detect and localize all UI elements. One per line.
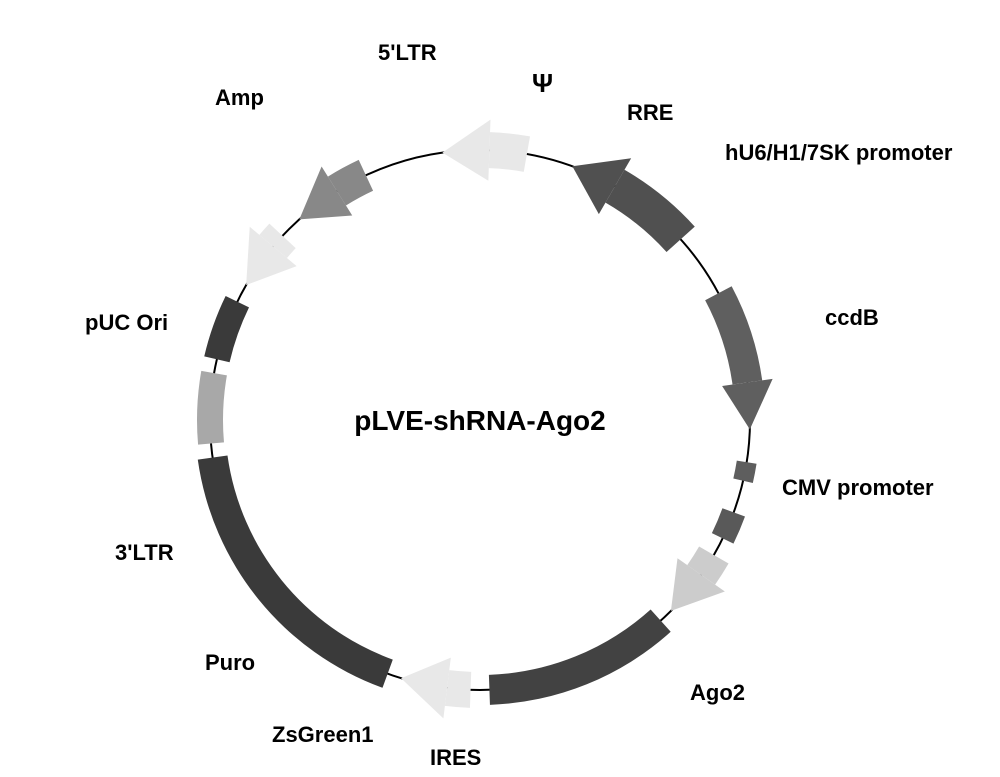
label-zsgreen: ZsGreen1 <box>272 722 374 748</box>
feature-rre <box>712 508 745 543</box>
label-ago2: Ago2 <box>690 680 745 706</box>
feature-cmv-head <box>401 658 451 719</box>
feature-pucori-head <box>442 120 490 181</box>
feature-pucori-body <box>489 132 530 172</box>
label-puro: Puro <box>205 650 255 676</box>
label-ccdb: ccdB <box>825 305 879 331</box>
label-rre: RRE <box>627 100 673 126</box>
label-pucori: pUC Ori <box>85 310 168 336</box>
label-hu6: hU6/H1/7SK promoter <box>725 140 952 166</box>
feature-cmv-body <box>445 670 471 708</box>
label-3ltr: 3'LTR <box>115 540 174 566</box>
feature-5ltr-body <box>705 286 762 384</box>
plasmid-name: pLVE-shRNA-Ago2 <box>354 405 605 436</box>
feature-zsgreen <box>204 296 249 362</box>
feature-psi <box>733 461 756 483</box>
feature-ires <box>197 371 227 445</box>
label-amp: Amp <box>215 85 264 111</box>
feature-ccdb <box>489 610 671 705</box>
label-ires: IRES <box>430 745 481 771</box>
feature-5ltr-head <box>722 379 773 430</box>
label-5ltr: 5'LTR <box>378 40 437 66</box>
label-psi: Ψ <box>532 68 553 99</box>
label-cmv: CMV promoter <box>782 475 934 501</box>
plasmid-map: pLVE-shRNA-Ago2 <box>0 0 1000 777</box>
